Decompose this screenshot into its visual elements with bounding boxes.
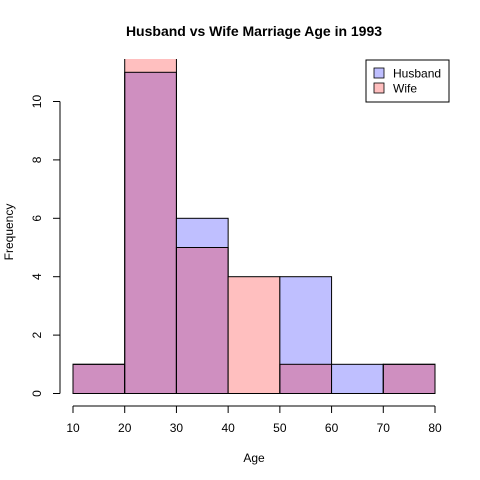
legend: Husband Wife [365, 59, 450, 103]
bar-overlap-70-80 [383, 364, 435, 394]
bar-overlap-30-40 [176, 247, 229, 394]
chart-title: Husband vs Wife Marriage Age in 1993 [126, 23, 382, 39]
bar-overlap-20-30 [124, 72, 177, 394]
x-tick-label-10: 10 [66, 421, 80, 435]
y-tick-label-10: 10 [30, 95, 44, 109]
x-tick-label-80: 80 [428, 421, 442, 435]
x-tick-label-50: 50 [273, 421, 287, 435]
x-tick-label-70: 70 [377, 421, 391, 435]
x-axis-label: Age [243, 451, 265, 465]
legend-swatch-husband [373, 67, 385, 79]
bar-outline-wife-70-80 [382, 363, 436, 394]
bar-husband-30-40 [176, 218, 229, 248]
legend-label-husband: Husband [393, 67, 441, 81]
y-tick-label-6: 6 [30, 215, 44, 222]
y-tick-label-4: 4 [30, 273, 44, 280]
y-tick-label-2: 2 [30, 331, 44, 338]
y-axis-label: Frequency [2, 204, 16, 261]
legend-label-wife: Wife [393, 82, 417, 96]
bar-husband-50-60 [279, 276, 332, 365]
bar-overlap-10-20 [73, 364, 125, 394]
y-tick-label-0: 0 [30, 390, 44, 397]
x-tick-label-60: 60 [325, 421, 339, 435]
legend-box [365, 59, 450, 103]
x-tick-label-30: 30 [170, 421, 184, 435]
x-axis: 10 20 30 40 50 60 70 80 [66, 405, 442, 435]
bar-husband-60-70 [331, 364, 384, 394]
bar-overlap-50-60 [279, 364, 332, 394]
y-axis: 0 2 4 6 8 10 [30, 95, 61, 397]
legend-swatch-wife [373, 82, 385, 94]
bar-wife-20-30 [124, 59, 177, 73]
x-tick-label-20: 20 [118, 421, 132, 435]
x-tick-label-40: 40 [221, 421, 235, 435]
histogram-bars [72, 59, 436, 394]
y-tick-label-8: 8 [30, 156, 44, 163]
bar-wife-40-50 [228, 276, 280, 394]
